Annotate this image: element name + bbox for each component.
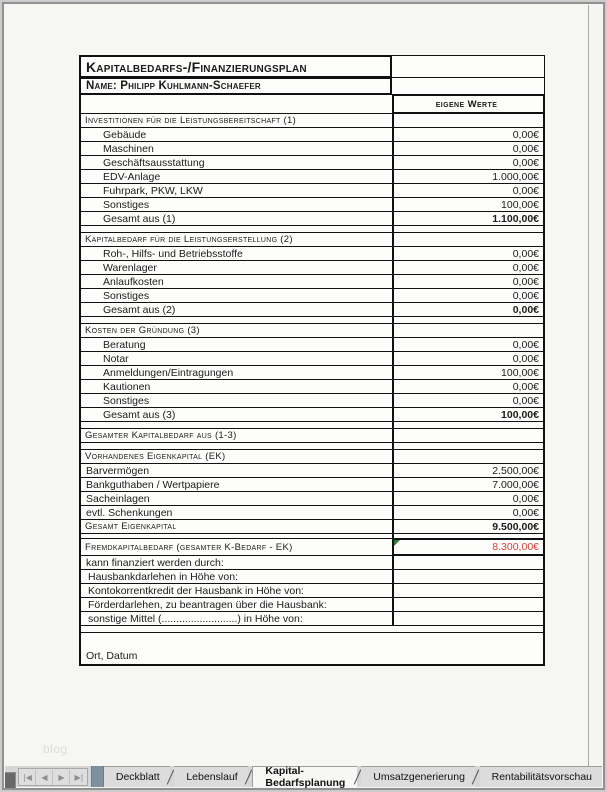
row-label: Anlaufkosten — [79, 274, 392, 289]
cell-total-value[interactable]: 0,00€ — [392, 302, 545, 317]
tab-deckblatt[interactable]: Deckblatt — [103, 766, 170, 787]
cell-value[interactable]: 0,00€ — [392, 379, 545, 394]
cell-value[interactable]: 0,00€ — [392, 260, 545, 275]
tab-kapital-bedarfsplanung[interactable]: Kapital-Bedarfsplanung — [252, 765, 357, 788]
value-column-header: eigene Werte — [392, 94, 545, 114]
section-header-leistungserstellung: Kapitalbedarf für die Leistungserstellun… — [79, 232, 392, 247]
row-label: Warenlager — [79, 260, 392, 275]
cell-value[interactable]: 1.000,00€ — [392, 169, 545, 184]
row-label: evtl. Schenkungen — [79, 505, 392, 520]
cell-fremdkapitalbedarf-value[interactable]: 8.300,00€ — [392, 538, 545, 556]
row-label: Förderdarlehen, zu beantragen über die H… — [79, 597, 392, 612]
tabbar-divider — [91, 766, 104, 787]
cell-value[interactable]: 0,00€ — [392, 155, 545, 170]
watermark: blog — [43, 742, 68, 756]
cell-value[interactable]: 0,00€ — [392, 127, 545, 142]
cell-total-value[interactable]: 9.500,00€ — [392, 519, 545, 534]
cell-value[interactable]: 0,00€ — [392, 288, 545, 303]
cell-value[interactable] — [392, 323, 545, 338]
cell-total-value[interactable]: 1.100,00€ — [392, 211, 545, 226]
total-row-label: Gesamt aus (3) — [79, 407, 392, 422]
cell-value[interactable] — [392, 583, 545, 598]
cell-value[interactable] — [392, 232, 545, 247]
tab-rentabilitaetsvorschau[interactable]: Rentabilitätsvorschau — [479, 766, 603, 787]
cell-value[interactable]: 100,00€ — [392, 197, 545, 212]
cell-total-value[interactable]: 100,00€ — [392, 407, 545, 422]
tab-umsatzgenerierung[interactable]: Umsatzgenerierung — [361, 766, 475, 787]
nav-next-sheet-button[interactable]: ▶ — [53, 769, 71, 785]
row-label: Anmeldungen/Eintragungen — [79, 365, 392, 380]
window-corner-grip — [5, 772, 17, 788]
row-label: Sonstiges — [79, 197, 392, 212]
cell-name-value[interactable] — [392, 77, 545, 95]
cell-value[interactable]: 0,00€ — [392, 351, 545, 366]
sheet-tab-bar: |◀ ◀ ▶ ▶| Deckblatt Lebenslauf Kapital-B… — [5, 765, 603, 788]
row-label: Notar — [79, 351, 392, 366]
row-label: Beratung — [79, 337, 392, 352]
total-row-label: Gesamt aus (1) — [79, 211, 392, 226]
cell-note-indicator-icon — [394, 540, 400, 546]
cell-value[interactable]: 2.500,00€ — [392, 463, 545, 478]
cell-value[interactable]: 0,00€ — [392, 491, 545, 506]
row-label: Gebäude — [79, 127, 392, 142]
nav-last-sheet-button[interactable]: ▶| — [70, 769, 88, 785]
total-row-label: Gesamt aus (2) — [79, 302, 392, 317]
row-label: Geschäftsausstattung — [79, 155, 392, 170]
section-header-gruendung: Kosten der Gründung (3) — [79, 323, 392, 338]
row-label: Barvermögen — [79, 463, 392, 478]
row-label: sonstige Mittel (.......................… — [79, 611, 392, 626]
section-header-gesamter-kapitalbedarf: Gesamter Kapitalbedarf aus (1-3) — [79, 428, 392, 443]
cell-value[interactable]: 7.000,00€ — [392, 477, 545, 492]
fremdkapitalbedarf-value: 8.300,00€ — [492, 541, 539, 553]
row-label: Hausbankdarlehen in Höhe von: — [79, 569, 392, 584]
cell-value[interactable]: 0,00€ — [392, 141, 545, 156]
sheet-tabs: Deckblatt Lebenslauf Kapital-Bedarfsplan… — [103, 765, 603, 788]
nav-first-sheet-button[interactable]: |◀ — [19, 769, 37, 785]
cell-value[interactable]: 0,00€ — [392, 337, 545, 352]
total-eigenkapital-label: Gesamt Eigenkapital — [79, 519, 392, 534]
document-title: Kapitalbedarfs-/Finanzierungsplan — [79, 55, 392, 78]
cell-value[interactable]: 0,00€ — [392, 274, 545, 289]
ort-datum-row: Ort, Datum — [79, 632, 545, 666]
fremdkapitalbedarf-label: Fremdkapitalbedarf (gesamter K-Bedarf - … — [79, 538, 392, 556]
row-label: Sacheinlagen — [79, 491, 392, 506]
section-header-investitionen: Investitionen für die Leistungsbereitsch… — [79, 113, 392, 128]
cell-value[interactable] — [392, 611, 545, 626]
row-label: kann finanziert werden durch: — [79, 555, 392, 570]
document-name-row: Name: Philipp Kuhlmann-Schaefer — [79, 77, 392, 95]
finanzierungsplan-table: Kapitalbedarfs-/Finanzierungsplan Name: … — [79, 55, 545, 666]
sheet-nav-buttons: |◀ ◀ ▶ ▶| — [18, 768, 89, 786]
row-label: Fuhrpark, PKW, LKW — [79, 183, 392, 198]
row-label: EDV-Anlage — [79, 169, 392, 184]
cell-value[interactable]: 0,00€ — [392, 505, 545, 520]
cell-value[interactable]: 0,00€ — [392, 246, 545, 261]
row-label: Bankguthaben / Wertpapiere — [79, 477, 392, 492]
cell-blank[interactable] — [79, 94, 392, 114]
row-label: Sonstiges — [79, 288, 392, 303]
tab-lebenslauf[interactable]: Lebenslauf — [174, 766, 248, 787]
cell-value[interactable] — [392, 597, 545, 612]
cell-title-value[interactable] — [392, 55, 545, 78]
cell-value[interactable]: 0,00€ — [392, 183, 545, 198]
cell-value[interactable] — [392, 555, 545, 570]
section-header-eigenkapital: Vorhandenes Eigenkapital (EK) — [79, 449, 392, 464]
cell-value[interactable] — [392, 449, 545, 464]
nav-previous-sheet-button[interactable]: ◀ — [36, 769, 54, 785]
cell-value[interactable] — [392, 113, 545, 128]
cell-value[interactable]: 0,00€ — [392, 393, 545, 408]
row-label: Sonstiges — [79, 393, 392, 408]
row-label: Roh-, Hilfs- und Betriebsstoffe — [79, 246, 392, 261]
cell-value[interactable] — [392, 428, 545, 443]
cell-value[interactable] — [392, 569, 545, 584]
row-label: Kontokorrentkredit der Hausbank in Höhe … — [79, 583, 392, 598]
row-label: Kautionen — [79, 379, 392, 394]
row-label: Maschinen — [79, 141, 392, 156]
sheet-page: Kapitalbedarfs-/Finanzierungsplan Name: … — [5, 5, 589, 771]
cell-value[interactable]: 100,00€ — [392, 365, 545, 380]
